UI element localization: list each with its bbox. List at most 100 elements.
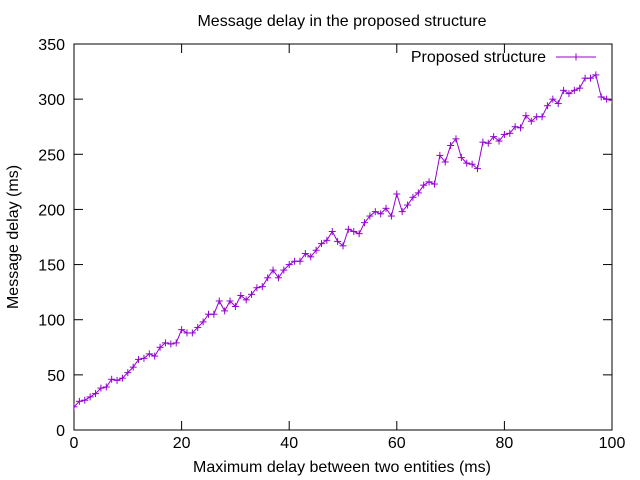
data-point (151, 352, 159, 360)
data-point (242, 296, 250, 304)
x-axis: 0 20 40 60 80 100 (70, 44, 626, 452)
data-point (350, 227, 358, 235)
y-tick-label: 200 (38, 202, 65, 219)
data-point (264, 274, 272, 282)
data-point (409, 193, 417, 201)
data-point (301, 250, 309, 258)
data-point (597, 93, 605, 101)
data-point (215, 297, 223, 305)
data-point (500, 130, 508, 138)
data-point (586, 74, 594, 82)
data-point (312, 246, 320, 254)
data-point (479, 138, 487, 146)
data-point (527, 117, 535, 125)
data-point (441, 158, 449, 166)
series-layer (74, 71, 612, 411)
plot-frame (73, 43, 613, 431)
y-tick-label: 150 (38, 258, 65, 275)
data-point (92, 390, 100, 398)
x-tick-label: 100 (599, 435, 626, 452)
data-point (484, 139, 492, 147)
y-axis-label: Message delay (ms) (5, 165, 22, 309)
data-point (253, 284, 261, 292)
data-point (296, 257, 304, 265)
data-point (382, 204, 390, 212)
data-point (355, 230, 363, 238)
data-point (237, 291, 245, 299)
data-point (129, 363, 137, 371)
data-point (172, 339, 180, 347)
data-point (118, 374, 126, 382)
chart-title: Message delay in the proposed structure (197, 13, 486, 30)
data-point (592, 71, 600, 79)
y-tick-label: 50 (47, 368, 65, 385)
data-point (167, 340, 175, 348)
data-point (603, 95, 611, 103)
data-point (366, 212, 374, 220)
data-point (156, 343, 164, 351)
data-point (549, 95, 557, 103)
y-tick-label: 0 (56, 423, 65, 440)
data-point (334, 237, 342, 245)
x-tick-label: 20 (173, 435, 191, 452)
data-point (447, 141, 455, 149)
legend-marker (572, 53, 580, 61)
data-point (226, 297, 234, 305)
data-point (377, 210, 385, 218)
y-axis: 0 50 100 150 200 250 300 350 (38, 37, 612, 440)
data-point (328, 227, 336, 235)
data-point (248, 290, 256, 298)
data-point (86, 393, 94, 401)
data-point (506, 129, 514, 137)
data-point (490, 133, 498, 141)
data-point (538, 113, 546, 121)
data-point (430, 180, 438, 188)
x-tick-label: 40 (280, 435, 298, 452)
data-point (97, 384, 105, 392)
data-point (560, 86, 568, 94)
data-point (307, 253, 315, 261)
data-point (135, 355, 143, 363)
data-point (280, 266, 288, 274)
data-point (274, 274, 282, 282)
data-point (339, 242, 347, 250)
data-point (194, 323, 202, 331)
y-tick-label: 100 (38, 313, 65, 330)
data-point (414, 189, 422, 197)
data-point (387, 212, 395, 220)
data-point (404, 201, 412, 209)
data-point (113, 376, 121, 384)
y-tick-label: 250 (38, 147, 65, 164)
data-point (199, 318, 207, 326)
data-point (323, 236, 331, 244)
data-point (74, 403, 78, 411)
x-tick-label: 80 (496, 435, 514, 452)
x-axis-label: Maximum delay between two entities (ms) (193, 459, 491, 476)
data-point (75, 397, 83, 405)
data-point (468, 160, 476, 168)
data-point (258, 283, 266, 291)
data-point (188, 329, 196, 337)
series-proposed-structure (74, 71, 612, 411)
x-tick-label: 0 (70, 435, 79, 452)
data-point (178, 326, 186, 334)
data-point (425, 178, 433, 186)
data-point (317, 240, 325, 248)
data-point (221, 307, 229, 315)
data-point (269, 266, 277, 274)
x-tick-label: 60 (388, 435, 406, 452)
data-point (522, 112, 530, 120)
data-point (495, 137, 503, 145)
data-point (124, 369, 132, 377)
data-point (565, 90, 573, 98)
data-point (420, 181, 428, 189)
data-point (81, 396, 89, 404)
data-point (210, 310, 218, 318)
data-point (474, 165, 481, 173)
data-point (393, 190, 401, 198)
data-point (361, 219, 369, 227)
data-point (145, 350, 153, 358)
data-point (543, 102, 551, 110)
data-point (285, 261, 293, 269)
